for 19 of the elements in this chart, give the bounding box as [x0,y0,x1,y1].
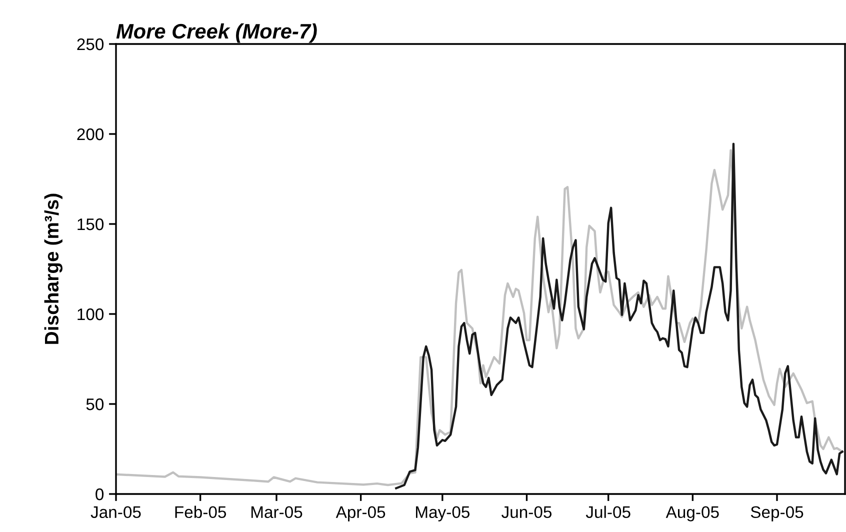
line-series [395,142,844,490]
y-tick-label: 100 [78,308,104,320]
x-tick-label: May-05 [416,506,470,522]
x-tick-label: Jul-05 [586,506,630,518]
x-tick-label: Jun-05 [502,506,552,518]
y-tick-label: 150 [78,218,104,230]
x-tick-label: Mar-05 [251,506,302,518]
y-tick-label: 0 [96,488,104,500]
x-tick-label: Feb-05 [175,506,226,518]
x-tick-label: Sep-05 [750,506,804,522]
x-tick-label: Aug-05 [666,506,719,522]
chart-title: More Creek (More-7) [116,23,317,43]
line-series [116,149,844,486]
y-axis-title: Discharge (m³/s) [44,194,62,344]
y-tick-label: 200 [77,128,104,140]
y-tick-label: 50 [86,398,104,410]
x-tick-label: Jan-05 [90,506,141,518]
y-tick-label: 250 [77,38,104,50]
x-tick-label: Apr-05 [336,506,386,522]
